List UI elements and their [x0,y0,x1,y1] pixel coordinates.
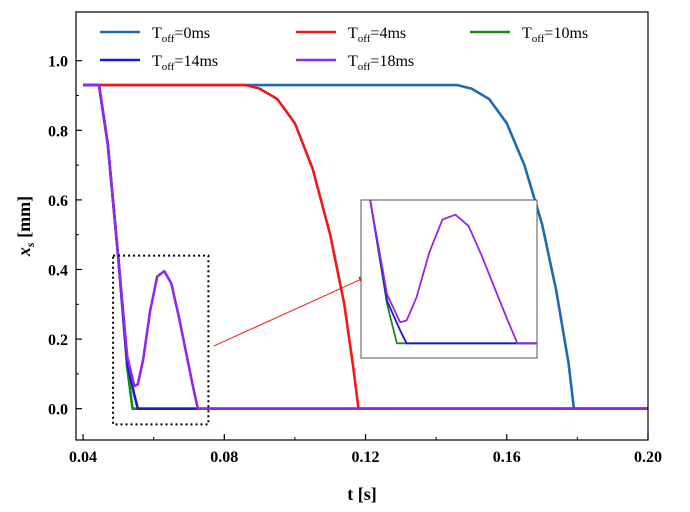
y-axis-title: xs [mm] [14,196,37,257]
x-tick-label-4: 0.20 [634,449,662,466]
y-tick-label-1: 0.2 [48,332,68,349]
y-axis-sub: s [23,242,37,248]
y-tick-label-5: 1.0 [48,54,68,71]
x-tick-label-2: 0.12 [352,449,380,466]
legend-label-0: Toff=0ms [152,25,210,45]
tick-layer: 0.04 0.08 0.12 0.16 0.20 0.0 0.2 0.4 0.6 0.8 1.0 [48,54,662,466]
y-tick-label-3: 0.6 [48,193,68,210]
y-tick-label-2: 0.4 [48,262,68,279]
legend-label-2: Toff=10ms [522,25,588,45]
series-line-1 [83,83,648,410]
legend-label-1: Toff=4ms [348,25,406,45]
x-tick-label-3: 0.16 [493,449,521,466]
legend-label-4: Toff=18ms [348,53,414,73]
legend: Toff=0ms Toff=4ms Toff=10ms Toff=14ms Toff=1… [100,25,588,73]
series-layer [83,83,648,410]
y-tick-label-0: 0.0 [48,402,68,419]
y-tick-label-4: 0.8 [48,123,68,140]
y-axis-var: x [14,247,34,257]
inset-series-group [369,200,537,345]
x-axis-title: t [s] [347,484,377,504]
series-line-0 [83,83,648,410]
series-line-4 [83,83,648,410]
legend-label-3: Toff=14ms [152,53,218,73]
x-tick-label-0: 0.04 [69,449,97,466]
annotation-layer [112,199,538,426]
zoom-arrow-line [213,275,368,347]
zoom-source-box [112,254,210,426]
inset-frame [360,199,538,359]
x-tick-label-1: 0.08 [210,449,238,466]
inset-series-line-4 [369,200,537,345]
plot-frame [75,11,649,441]
y-axis-unit: [mm] [14,196,34,242]
